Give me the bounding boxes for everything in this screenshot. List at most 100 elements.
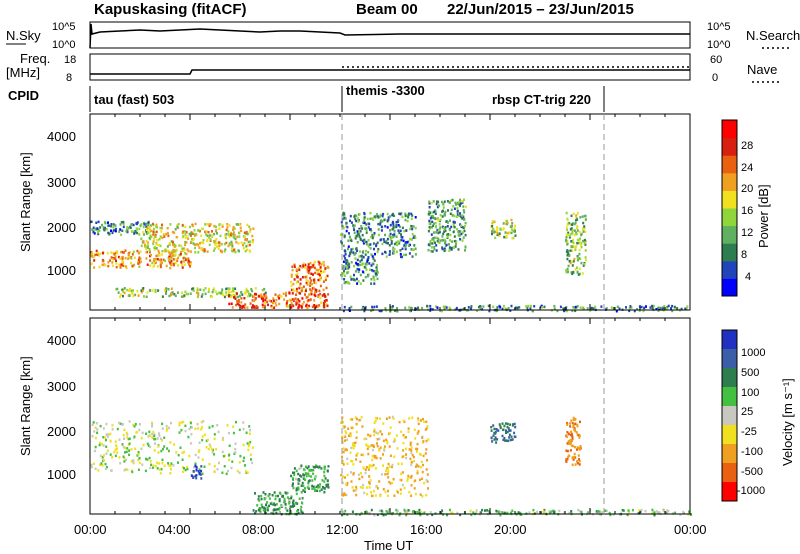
power-cell [316,272,319,275]
power-cell [201,293,204,296]
velocity-cell [116,447,118,451]
power-cell [492,228,495,231]
velocity-cell [405,453,407,456]
power-cell [235,241,238,244]
power-cell [90,262,93,266]
power-cell [132,230,135,234]
power-cell [404,218,407,222]
power-cell [464,221,467,225]
power-cell [115,259,117,263]
velocity-cell [652,510,655,513]
power-cell [310,282,313,286]
power-cell [190,240,193,244]
power-cell [506,231,508,235]
velocity-cell [493,427,496,431]
power-cell [345,229,348,233]
velocity-cell [274,497,277,501]
power-cell [285,302,288,305]
power-cell [201,227,204,230]
power-cell [340,240,343,244]
power-cell [125,230,128,233]
velocity-cell [369,464,372,467]
power-cell [301,276,304,279]
power-cell [221,288,224,291]
power-cell [515,306,518,309]
velocity-cell [349,451,352,454]
power-cell [446,235,449,238]
power-cell [310,272,313,275]
power-cell [414,247,417,250]
velocity-cell [355,422,358,426]
velocity-cell [283,500,286,504]
velocity-cell [370,444,373,447]
velocity-cell [169,468,172,471]
power-cell [302,264,305,267]
power-cell [308,268,311,271]
power-cell [252,240,254,244]
power-cell [352,226,355,230]
velocity-cell [149,445,152,449]
power-cell [576,226,579,230]
velocity-cell [197,470,200,473]
power-cell [245,238,248,242]
power-cell [313,281,316,284]
velocity-cell [132,461,135,465]
velocity-cell [571,463,574,467]
velocity-cell [566,457,569,461]
velocity-cell [566,431,569,434]
power-cell [433,217,436,220]
velocity-cell [278,506,281,510]
velocity-cell [505,439,508,442]
power-cell [145,295,148,298]
station-title: Kapuskasing (fitACF) [94,1,247,18]
power-cell [430,233,433,236]
velocity-cell [363,437,366,441]
velocity-cell [290,496,293,500]
power-cell [375,244,378,248]
power-cell [136,249,139,253]
power-cell [234,297,237,300]
velocity-cell [379,446,382,449]
power-cell [384,233,386,237]
power-cell [214,290,217,293]
velocity-cell [135,430,138,434]
power-cell [502,227,505,230]
velocity-cell [277,494,279,498]
power-cell [381,214,384,218]
power-cell [305,289,307,293]
power-cell [306,270,309,273]
power-cell [673,306,676,309]
velocity-cell [409,441,412,444]
power-cell [442,227,445,230]
power-cell [437,229,440,232]
power-cell [136,289,139,293]
power-cell [437,200,440,204]
power-cell [154,233,157,237]
velocity-cell [326,479,329,482]
power-cell [173,250,176,254]
power-cell [444,226,447,229]
velocity-cell [389,482,392,485]
velocity-cell [211,425,214,428]
velocity-cell [223,465,226,468]
velocity-cell [313,477,316,481]
velocity-cell [154,442,156,445]
power-cell [567,270,569,274]
velocity-cell [213,437,216,441]
power-cell [185,258,188,262]
power-cell [526,306,529,309]
velocity-cell [181,458,184,461]
power-cell [142,225,145,229]
power-cell [439,226,442,229]
power-cell [166,231,169,235]
power-cell [318,261,321,264]
power-cell [381,220,384,223]
power-cell [504,307,507,310]
power-cell [357,280,360,283]
power-cell [278,294,281,297]
power-cell [122,220,125,224]
velocity-cell [481,508,484,512]
power-cell [295,303,298,306]
velocity-cell [189,421,192,425]
velocity-cell [93,449,96,453]
